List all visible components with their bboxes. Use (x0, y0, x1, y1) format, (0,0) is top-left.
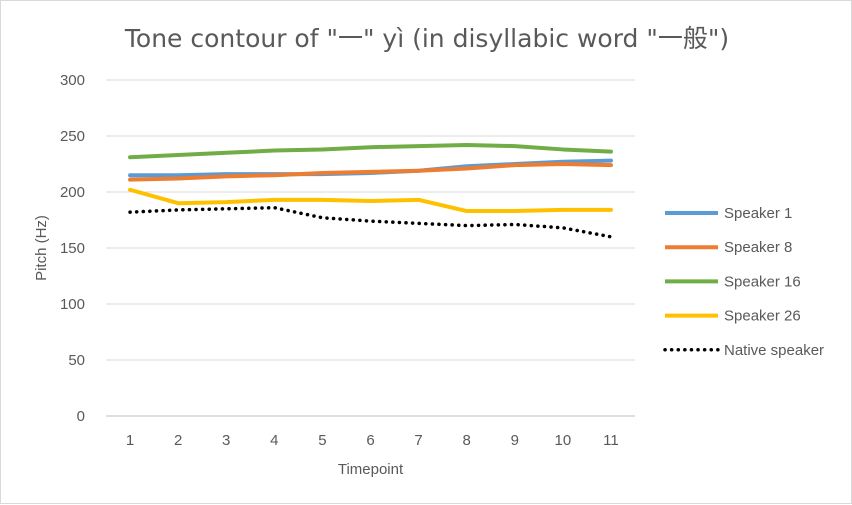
x-tick-label: 11 (603, 432, 619, 449)
x-axis-title: Timepoint (338, 461, 404, 478)
chart-title: Tone contour of "一" yì (in disyllabic wo… (124, 24, 730, 53)
legend-label: Speaker 8 (724, 239, 792, 256)
series-line-native-speaker (128, 205, 613, 239)
y-axis-ticks: 0 50 100 150 200 250 300 (60, 72, 85, 425)
gridlines (106, 79, 635, 417)
x-tick-label: 7 (414, 432, 422, 449)
legend-label: Speaker 1 (724, 205, 792, 222)
series-lines (128, 142, 613, 239)
legend-label: Native speaker (724, 342, 824, 359)
x-tick-label: 1 (126, 432, 134, 449)
x-tick-label: 8 (463, 432, 471, 449)
series-line-speaker-8 (128, 162, 613, 182)
y-tick-label: 150 (60, 240, 85, 257)
y-tick-label: 0 (77, 408, 85, 425)
legend: Speaker 1 Speaker 8 Speaker 16 Speaker 26 Na… (663, 205, 824, 359)
legend-label: Speaker 16 (724, 273, 801, 290)
legend-label: Speaker 26 (724, 308, 801, 325)
y-tick-label: 250 (60, 128, 85, 145)
y-tick-label: 200 (60, 184, 85, 201)
x-tick-label: 2 (174, 432, 182, 449)
x-tick-label: 3 (222, 432, 230, 449)
x-tick-label: 10 (555, 432, 572, 449)
y-tick-label: 50 (68, 352, 85, 369)
y-tick-label: 100 (60, 296, 85, 313)
x-tick-label: 6 (366, 432, 374, 449)
y-axis-title: Pitch (Hz) (33, 215, 50, 281)
series-line-speaker-26 (128, 187, 613, 214)
x-tick-label: 5 (318, 432, 326, 449)
x-axis-ticks: 1 2 3 4 5 6 7 8 9 10 11 (126, 432, 619, 449)
x-tick-label: 4 (270, 432, 278, 449)
series-line-speaker-16 (128, 142, 613, 160)
x-tick-label: 9 (511, 432, 519, 449)
y-tick-label: 300 (60, 72, 85, 89)
